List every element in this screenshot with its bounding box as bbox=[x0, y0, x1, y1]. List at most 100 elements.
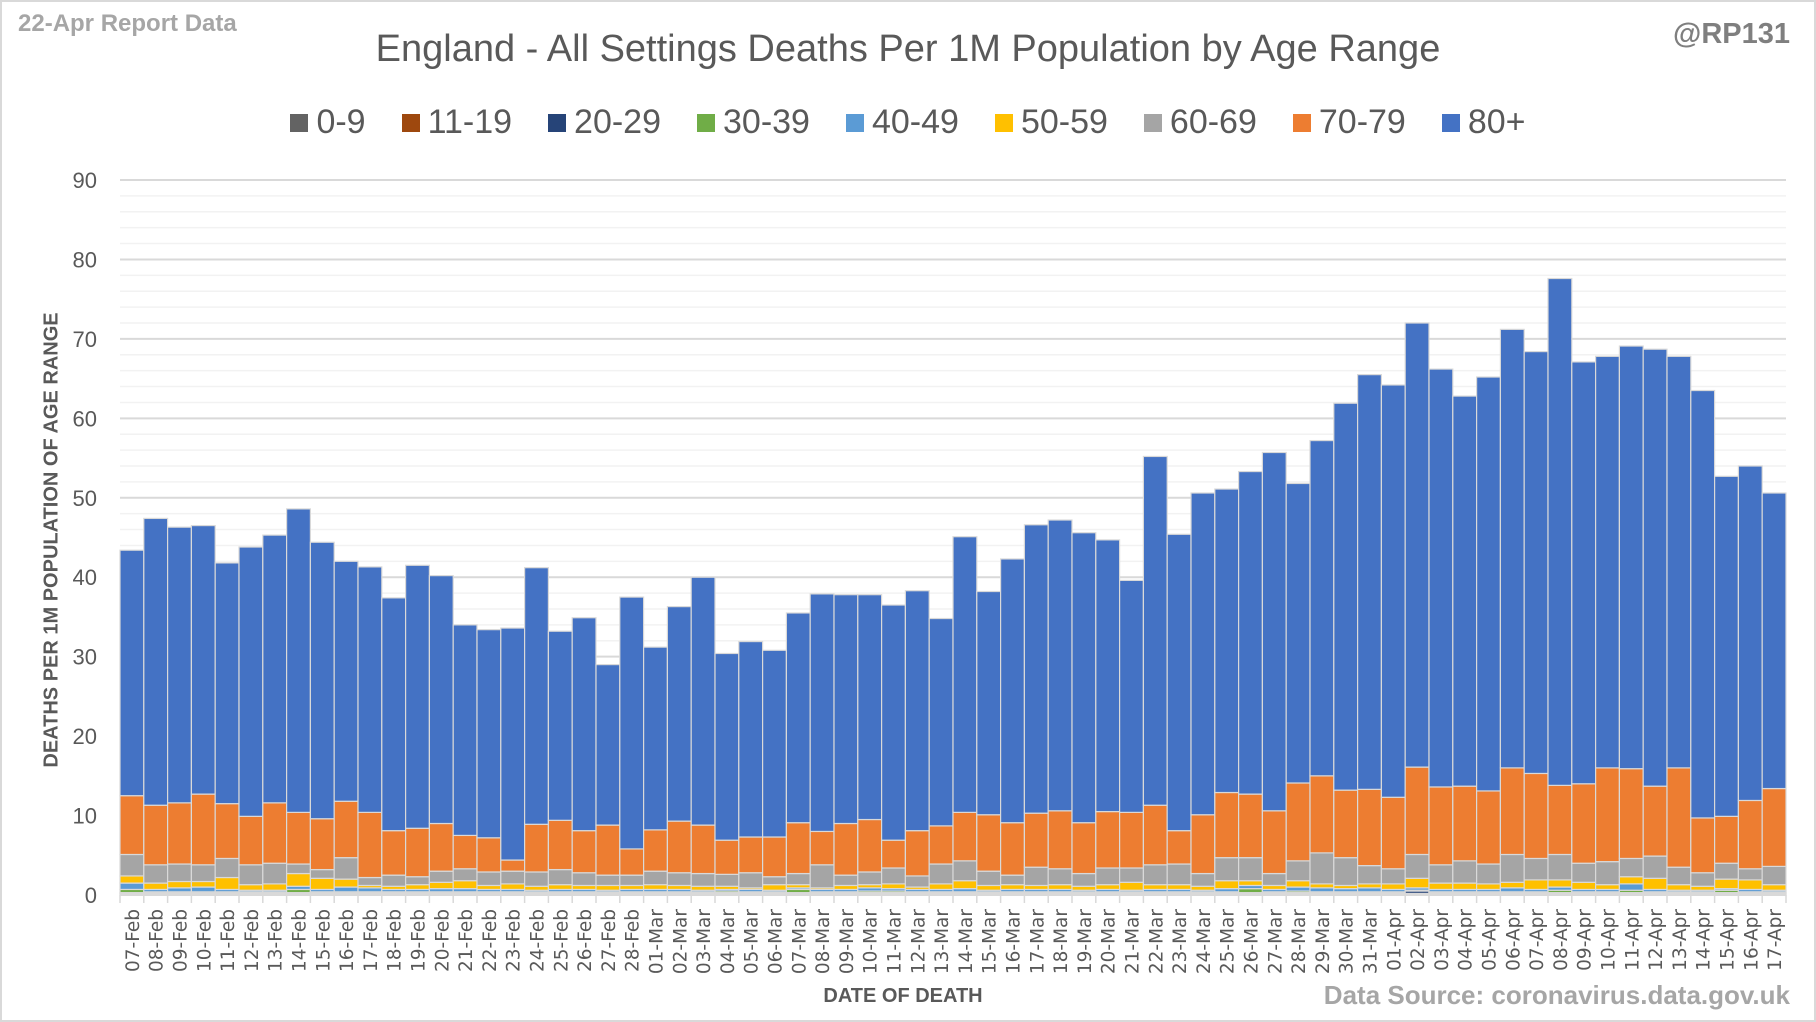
bar-segment-70-79 bbox=[1333, 789, 1359, 859]
x-tick-label: 05-Apr bbox=[1480, 909, 1501, 971]
bar-segment-70-79 bbox=[1142, 804, 1168, 866]
bar-segment-50-59 bbox=[1047, 884, 1073, 891]
bar-segment-60-69 bbox=[500, 870, 526, 885]
x-tick-label: 26-Mar bbox=[1242, 909, 1263, 975]
bar-segment-70-79 bbox=[309, 818, 335, 871]
bar-segment-80plus bbox=[547, 630, 573, 821]
bar-segment-80plus bbox=[642, 646, 668, 831]
bar-segment-70-79 bbox=[1594, 767, 1620, 863]
x-tick-label: 02-Mar bbox=[670, 909, 691, 975]
bar-segment-60-69 bbox=[1285, 860, 1311, 882]
bar-segment-80plus bbox=[714, 652, 740, 841]
bar-segment-60-69 bbox=[309, 868, 335, 879]
bar-segment-70-79 bbox=[809, 830, 835, 866]
x-tick-label: 07-Mar bbox=[789, 909, 810, 975]
legend-label: 60-69 bbox=[1169, 103, 1257, 141]
bar-segment-50-59 bbox=[642, 884, 668, 891]
legend-label: 80+ bbox=[1467, 103, 1526, 141]
bar-segment-80plus bbox=[500, 627, 526, 861]
x-tick-label: 20-Mar bbox=[1099, 909, 1120, 975]
bar-segment-80plus bbox=[1023, 524, 1049, 814]
bar-segment-70-79 bbox=[357, 811, 383, 879]
report-date-label: 22-Apr Report Data bbox=[18, 10, 237, 37]
bar-segment-70-79 bbox=[1237, 793, 1263, 859]
x-tick-label: 24-Mar bbox=[1194, 909, 1215, 975]
x-tick-label: 15-Apr bbox=[1718, 909, 1739, 971]
bar-segment-70-79 bbox=[1713, 815, 1739, 864]
bar-segment-60-69 bbox=[523, 871, 549, 887]
bar-segment-60-69 bbox=[595, 874, 621, 887]
bar-segment-70-79 bbox=[690, 824, 716, 875]
bar-segment-80plus bbox=[1571, 361, 1597, 785]
legend-swatch bbox=[1143, 113, 1162, 132]
bar-segment-70-79 bbox=[381, 830, 407, 876]
bar-segment-80plus bbox=[833, 594, 859, 825]
bar-segment-60-69 bbox=[1166, 863, 1192, 886]
bar-segment-80plus bbox=[1356, 374, 1382, 790]
y-tick-label: 20 bbox=[73, 724, 97, 749]
bar-segment-50-59 bbox=[1118, 881, 1144, 891]
bar-segment-50-59 bbox=[595, 884, 621, 891]
bar-segment-50-59 bbox=[405, 884, 431, 891]
legend-label: 0-9 bbox=[316, 103, 366, 141]
bar-segment-60-69 bbox=[1618, 857, 1644, 878]
bar-segment-50-59 bbox=[1713, 878, 1739, 890]
x-tick-label: 28-Feb bbox=[623, 909, 644, 972]
bar-segment-60-69 bbox=[476, 871, 502, 887]
bar-segment-60-69 bbox=[333, 857, 359, 880]
legend-swatch bbox=[1292, 113, 1311, 132]
legend-label: 30-39 bbox=[723, 103, 810, 141]
bar-segment-60-69 bbox=[619, 874, 645, 887]
x-tick-label: 18-Mar bbox=[1051, 909, 1072, 975]
x-axis-label: DATE OF DEATH bbox=[823, 985, 983, 1007]
bar-segment-60-69 bbox=[928, 863, 954, 885]
legend-item-20-29: 20-29 bbox=[548, 103, 661, 142]
bar-segment-60-69 bbox=[690, 872, 716, 887]
bar-segment-80plus bbox=[738, 640, 764, 838]
bar-segment-70-79 bbox=[1023, 812, 1049, 868]
legend-item-0-9: 0-9 bbox=[290, 103, 366, 142]
bar-segment-60-69 bbox=[428, 870, 454, 883]
bar-segment-70-79 bbox=[1618, 768, 1644, 860]
bar-segment-50-59 bbox=[1237, 880, 1263, 887]
bar-segment-80plus bbox=[238, 546, 264, 817]
bar-segment-60-69 bbox=[452, 868, 478, 882]
x-tick-label: 11-Apr bbox=[1622, 909, 1643, 971]
bar-segment-70-79 bbox=[571, 830, 597, 874]
bar-segment-70-79 bbox=[143, 804, 169, 866]
bar-segment-50-59 bbox=[976, 884, 1002, 891]
x-tick-label: 21-Feb bbox=[456, 909, 477, 972]
bar-segment-80plus bbox=[761, 649, 787, 838]
bar-segment-80plus bbox=[476, 629, 502, 839]
bar-segment-70-79 bbox=[1404, 766, 1430, 856]
legend-label: 70-79 bbox=[1318, 103, 1406, 141]
bar-segment-70-79 bbox=[976, 814, 1002, 872]
x-tick-label: 20-Feb bbox=[432, 909, 453, 972]
bar-segment-60-69 bbox=[1523, 857, 1549, 881]
bar-segment-80plus bbox=[309, 541, 335, 820]
legend-swatch bbox=[697, 113, 715, 132]
bar-segment-80plus bbox=[1285, 482, 1311, 784]
bar-segment-80plus bbox=[1452, 395, 1478, 787]
bar-segment-70-79 bbox=[1214, 791, 1240, 859]
x-tick-label: 04-Mar bbox=[718, 909, 739, 975]
bar-segment-50-59 bbox=[262, 883, 288, 891]
bar-segment-50-59 bbox=[333, 878, 359, 888]
bar-segment-50-59 bbox=[1380, 883, 1406, 891]
bar-segment-50-59 bbox=[452, 880, 478, 890]
bar-segment-60-69 bbox=[1499, 853, 1525, 883]
legend-swatch bbox=[845, 113, 864, 132]
bar-segment-80plus bbox=[666, 606, 692, 822]
x-tick-label: 06-Apr bbox=[1503, 909, 1524, 971]
bar-segment-70-79 bbox=[1452, 785, 1478, 862]
x-tick-label: 27-Feb bbox=[599, 909, 620, 972]
x-tick-label: 12-Feb bbox=[242, 909, 263, 972]
bar-segment-80plus bbox=[999, 558, 1025, 824]
bar-segment-60-69 bbox=[119, 853, 145, 877]
bar-segment-80plus bbox=[381, 597, 407, 832]
bar-segment-80plus bbox=[952, 536, 978, 813]
bar-segment-80plus bbox=[119, 549, 145, 797]
bar-segment-50-59 bbox=[428, 881, 454, 890]
x-tick-label: 07-Feb bbox=[123, 909, 144, 972]
bar-segment-70-79 bbox=[857, 818, 883, 873]
